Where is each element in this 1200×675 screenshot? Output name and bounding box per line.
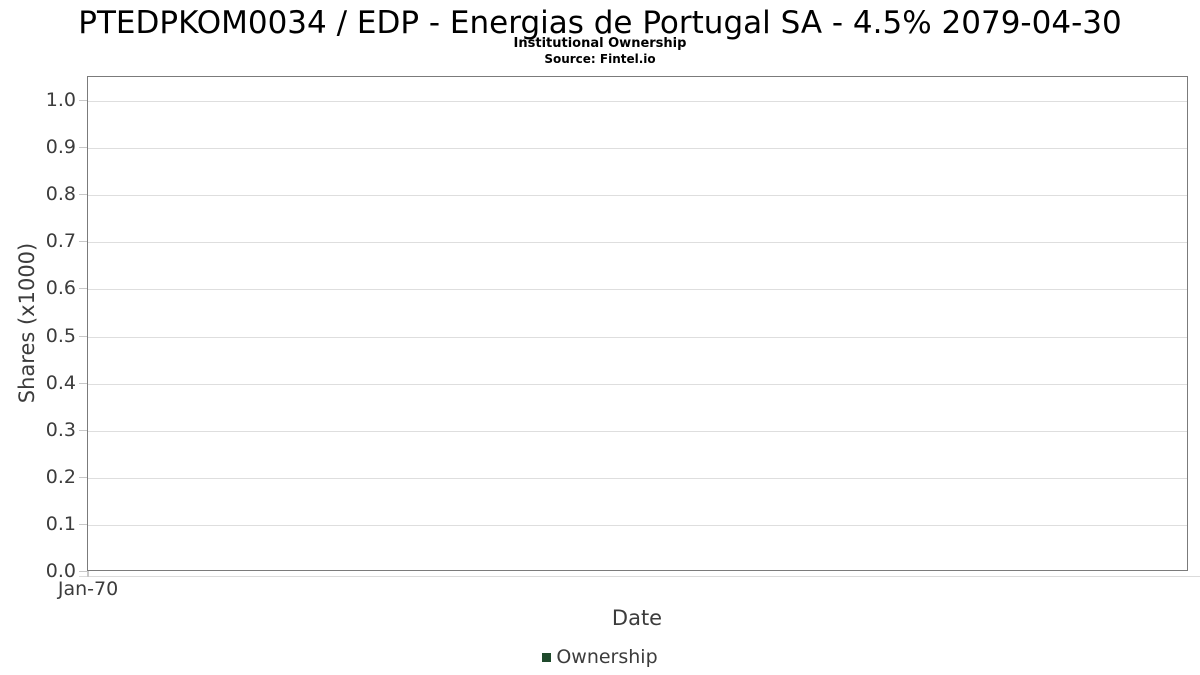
y-axis-tick — [79, 571, 87, 572]
y-axis-tick — [79, 147, 87, 149]
gridline — [88, 477, 1187, 479]
y-tick-label: 0.1 — [45, 512, 76, 535]
y-tick-label: 1.0 — [45, 89, 76, 111]
y-axis-tick — [79, 382, 87, 384]
chart-source: Source: Fintel.io — [544, 52, 656, 66]
y-axis-title: Shares (x1000) — [15, 242, 39, 404]
gridline — [88, 195, 1187, 197]
gridline — [88, 101, 1187, 102]
y-axis-tick — [79, 335, 87, 337]
y-tick-label: 0.2 — [45, 465, 76, 488]
plot-area — [87, 76, 1188, 571]
x-axis-title: Date — [611, 606, 663, 630]
legend: Ownership — [0, 646, 1200, 668]
x-tick-label: Jan-70 — [57, 578, 119, 600]
y-tick-label: 0.9 — [45, 136, 76, 159]
y-tick-label: 0.5 — [45, 324, 76, 347]
x-axis-tick — [87, 571, 89, 577]
gridline — [88, 383, 1187, 385]
y-axis-tick — [79, 288, 87, 290]
y-tick-label: 0.4 — [45, 371, 76, 394]
y-axis-tick — [79, 241, 87, 243]
y-tick-label: 0.7 — [45, 230, 76, 253]
y-axis-tick — [79, 194, 87, 196]
legend-swatch-icon — [542, 652, 552, 662]
y-tick-label: 0.6 — [45, 277, 76, 300]
y-axis-tick — [79, 523, 87, 525]
gridline — [88, 148, 1187, 150]
y-tick-label: 0.8 — [45, 183, 76, 206]
y-axis-tick — [79, 100, 87, 101]
chart-title: PTEDPKOM0034 / EDP - Energias de Portuga… — [78, 5, 1122, 41]
y-tick-label: 0.3 — [45, 418, 76, 441]
x-axis-baseline — [79, 576, 1200, 577]
gridline — [88, 336, 1187, 338]
gridline — [88, 242, 1187, 244]
y-tick-label: 0.0 — [45, 560, 76, 582]
gridline — [88, 524, 1187, 526]
gridline — [88, 289, 1187, 291]
legend-label: Ownership — [556, 646, 658, 668]
y-axis-tick — [79, 429, 87, 431]
chart-subtitle: Institutional Ownership — [513, 36, 687, 51]
gridline — [88, 430, 1187, 432]
y-axis-tick — [79, 476, 87, 478]
